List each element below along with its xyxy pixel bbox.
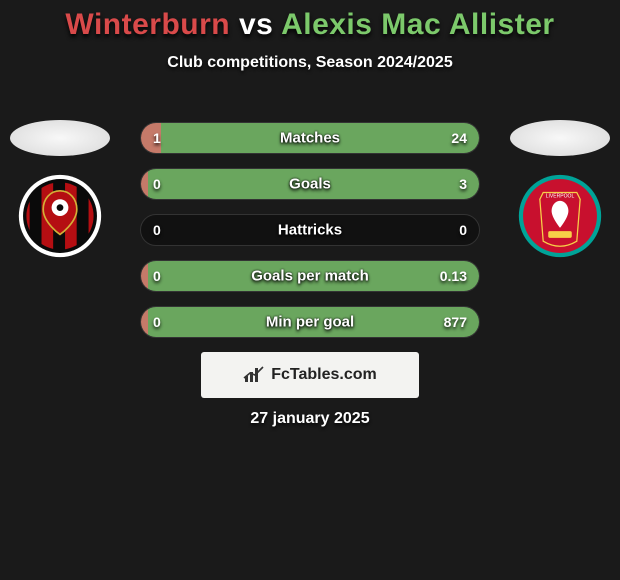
stat-label: Min per goal [266, 314, 354, 331]
stat-value-right: 0.13 [440, 268, 467, 284]
footer-date: 27 january 2025 [0, 410, 620, 428]
stats-block: 1 24 Matches 0 3 Goals 0 0 Hattricks 0 0.13 Goals p… [140, 122, 480, 338]
stat-row: 0 877 Min per goal [140, 306, 480, 338]
stat-value-right: 877 [444, 314, 467, 330]
stat-label: Hattricks [278, 222, 342, 239]
stat-row: 1 24 Matches [140, 122, 480, 154]
subtitle: Club competitions, Season 2024/2025 [0, 54, 620, 72]
stat-row: 0 3 Goals [140, 168, 480, 200]
player-left-name: Winterburn [65, 8, 230, 41]
stat-value-right: 0 [459, 222, 467, 238]
club-crest-right: LIVERPOOL [518, 174, 602, 258]
stat-value-left: 0 [153, 222, 161, 238]
stat-value-left: 0 [153, 268, 161, 284]
player-right-photo-placeholder [510, 120, 610, 156]
stat-value-left: 1 [153, 130, 161, 146]
brand-badge[interactable]: FcTables.com [201, 352, 419, 398]
brand-text: FcTables.com [271, 366, 377, 384]
stat-value-right: 3 [459, 176, 467, 192]
vs-text: vs [230, 8, 281, 41]
stat-bar-left [141, 169, 148, 199]
stat-bar-left [141, 307, 148, 337]
stat-label: Matches [280, 130, 340, 147]
player-left-photo-placeholder [10, 120, 110, 156]
player-right-name: Alexis Mac Allister [281, 8, 555, 41]
left-side-slot [10, 120, 110, 258]
stat-value-left: 0 [153, 176, 161, 192]
svg-text:LIVERPOOL: LIVERPOOL [546, 194, 575, 200]
chart-icon [243, 366, 265, 384]
stat-row: 0 0 Hattricks [140, 214, 480, 246]
stat-value-left: 0 [153, 314, 161, 330]
stat-row: 0 0.13 Goals per match [140, 260, 480, 292]
stat-label: Goals [289, 176, 331, 193]
right-side-slot: LIVERPOOL [510, 120, 610, 258]
stat-label: Goals per match [251, 268, 369, 285]
club-crest-left [18, 174, 102, 258]
stat-bar-left [141, 261, 148, 291]
page-title: Winterburn vs Alexis Mac Allister [0, 8, 620, 42]
stat-value-right: 24 [451, 130, 467, 146]
